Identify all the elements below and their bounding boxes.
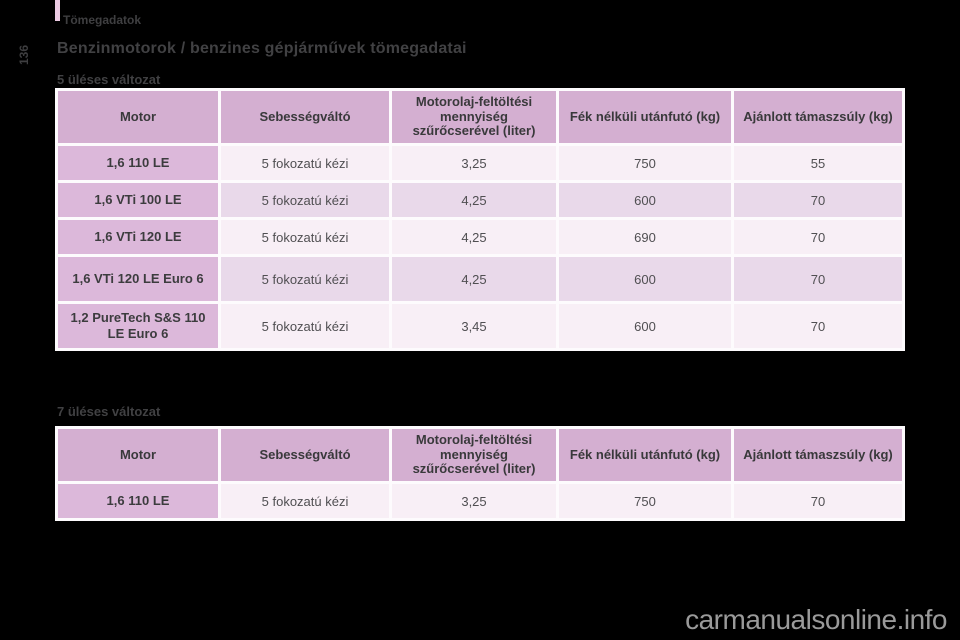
oil-cell: 4,25 <box>392 220 556 254</box>
load-cell: 70 <box>734 183 902 217</box>
load-cell: 70 <box>734 484 902 518</box>
column-header: Fék nélküli utánfutó (kg) <box>559 91 731 143</box>
motor-cell: 1,6 VTi 120 LE Euro 6 <box>58 257 218 301</box>
trailer-cell: 600 <box>559 304 731 348</box>
gearbox-cell: 5 fokozatú kézi <box>221 146 389 180</box>
table-row: 1,6 110 LE 5 fokozatú kézi 3,25 750 55 <box>58 146 902 180</box>
spec-table-7-seat: Motor Sebességváltó Motorolaj-feltöltési m… <box>55 426 905 521</box>
trailer-cell: 750 <box>559 484 731 518</box>
load-cell: 55 <box>734 146 902 180</box>
load-cell: 70 <box>734 257 902 301</box>
trailer-cell: 690 <box>559 220 731 254</box>
gearbox-cell: 5 fokozatú kézi <box>221 484 389 518</box>
table-header-row: Motor Sebességváltó Motorolaj-feltöltési m… <box>58 91 902 143</box>
column-header: Motorolaj-feltöltési mennyiség szűrőcser… <box>392 429 556 481</box>
gearbox-cell: 5 fokozatú kézi <box>221 304 389 348</box>
table-body: 1,6 110 LE 5 fokozatú kézi 3,25 750 55 1,6 VT… <box>58 146 902 348</box>
page-title: Benzinmotorok / benzines gépjárművek töm… <box>57 40 467 57</box>
header-row: Motor Sebességváltó Motorolaj-feltöltési m… <box>58 429 902 481</box>
load-cell: 70 <box>734 304 902 348</box>
page-header-label: Tömegadatok <box>63 13 142 27</box>
column-header: Motorolaj-feltöltési mennyiség szűrőcser… <box>392 91 556 143</box>
table-row: 1,6 VTi 120 LE 5 fokozatú kézi 4,25 690 70 <box>58 220 902 254</box>
accent-bar <box>55 0 60 21</box>
column-header: Sebességváltó <box>221 91 389 143</box>
oil-cell: 3,25 <box>392 484 556 518</box>
trailer-cell: 600 <box>559 257 731 301</box>
gearbox-cell: 5 fokozatú kézi <box>221 220 389 254</box>
trailer-cell: 600 <box>559 183 731 217</box>
column-header: Motor <box>58 91 218 143</box>
load-cell: 70 <box>734 220 902 254</box>
motor-cell: 1,2 PureTech S&S 110 LE Euro 6 <box>58 304 218 348</box>
oil-cell: 3,45 <box>392 304 556 348</box>
gearbox-cell: 5 fokozatú kézi <box>221 183 389 217</box>
motor-cell: 1,6 110 LE <box>58 484 218 518</box>
column-header: Fék nélküli utánfutó (kg) <box>559 429 731 481</box>
table-row: 1,6 110 LE 5 fokozatú kézi 3,25 750 70 <box>58 484 902 518</box>
column-header: Ajánlott támaszsúly (kg) <box>734 91 902 143</box>
section-label-7-seat: 7 üléses változat <box>57 404 161 419</box>
header-row: Motor Sebességváltó Motorolaj-feltöltési m… <box>58 91 902 143</box>
motor-cell: 1,6 VTi 120 LE <box>58 220 218 254</box>
table-header-row: Motor Sebességváltó Motorolaj-feltöltési m… <box>58 429 902 481</box>
spec-table-5-seat: Motor Sebességváltó Motorolaj-feltöltési m… <box>55 88 905 351</box>
gearbox-cell: 5 fokozatú kézi <box>221 257 389 301</box>
watermark: carmanualsonline.info <box>685 604 947 635</box>
table-body: 1,6 110 LE 5 fokozatú kézi 3,25 750 70 <box>58 484 902 518</box>
page-number: 136 <box>17 44 32 66</box>
trailer-cell: 750 <box>559 146 731 180</box>
motor-cell: 1,6 VTi 100 LE <box>58 183 218 217</box>
motor-cell: 1,6 110 LE <box>58 146 218 180</box>
oil-cell: 4,25 <box>392 183 556 217</box>
column-header: Ajánlott támaszsúly (kg) <box>734 429 902 481</box>
table-row: 1,6 VTi 100 LE 5 fokozatú kézi 4,25 600 70 <box>58 183 902 217</box>
oil-cell: 4,25 <box>392 257 556 301</box>
oil-cell: 3,25 <box>392 146 556 180</box>
column-header: Sebességváltó <box>221 429 389 481</box>
section-label-5-seat: 5 üléses változat <box>57 72 161 87</box>
column-header: Motor <box>58 429 218 481</box>
